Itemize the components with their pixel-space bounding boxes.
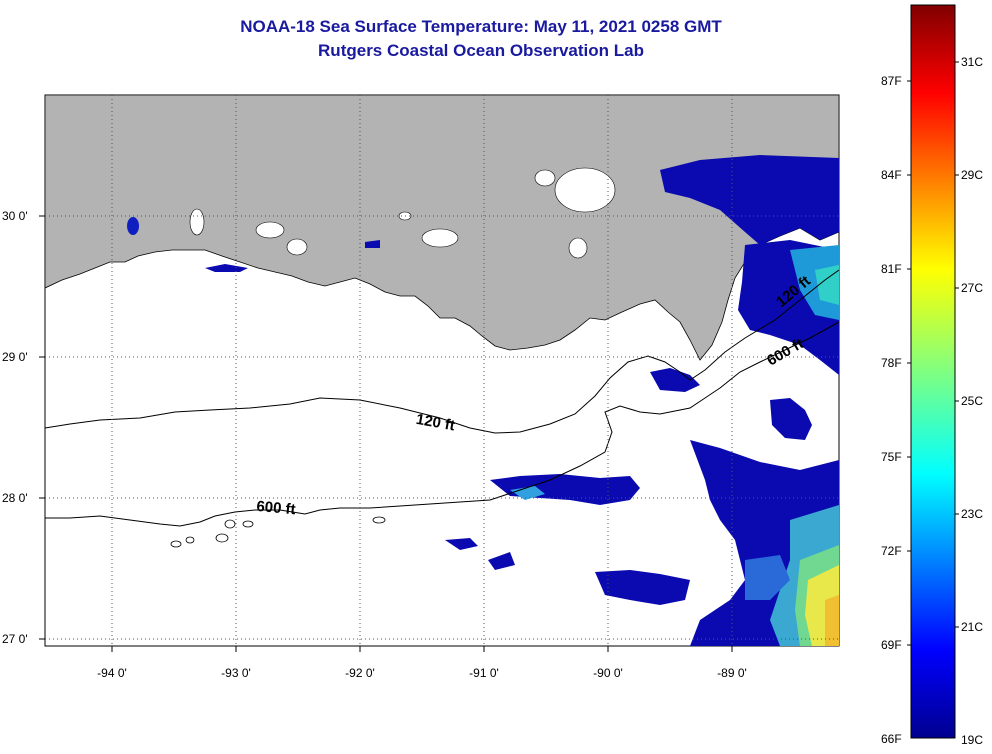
colorbar-c-label: 27C [961,281,983,295]
colorbar-c-label: 23C [961,507,983,521]
contour-label-600ft: 600 ft [256,498,297,518]
lat-label: 27 0' [2,632,28,646]
lon-label: -94 0' [97,666,127,680]
colorbar-f-label: 81F [881,262,902,276]
lon-label: -90 0' [593,666,623,680]
contour-120ft [45,269,839,434]
lake-small [286,238,308,256]
lat-label: 28 0' [2,491,28,505]
lat-label: 29 0' [2,350,28,364]
colorbar-ticks [907,61,959,646]
lake-salvador [568,237,588,259]
graticule [45,95,839,646]
colorbar-c-label: 19C [961,733,983,747]
colorbar-f-label: 78F [881,356,902,370]
colorbar [910,4,956,739]
colorbar-f-label: 69F [881,638,902,652]
contour-600ft [45,321,839,527]
colorbar-f-label: 75F [881,450,902,464]
lake-charles [255,221,285,239]
land-mass [45,95,839,361]
lake-pontchartrain [554,167,616,213]
map-subtitle: Rutgers Coastal Ocean Observation Lab [318,41,644,60]
colorbar-c-label: 25C [961,394,983,408]
lon-label: -93 0' [221,666,251,680]
lon-label: -89 0' [717,666,747,680]
axis-ticks [39,215,733,652]
colorbar-f-label: 72F [881,544,902,558]
lon-label: -91 0' [469,666,499,680]
lake-calcasieu [189,208,205,236]
lake-grand [421,228,459,248]
lon-label: -92 0' [345,666,375,680]
colorbar-c-label: 29C [961,168,983,182]
colorbar-c-label: 31C [961,55,983,69]
colorbar-f-label: 66F [881,732,902,746]
colorbar-f-label: 87F [881,74,902,88]
colorbar-c-label: 21C [961,620,983,634]
lake-maurepas [534,169,556,187]
sabine-lake [127,217,139,235]
lat-label: 30 0' [2,209,28,223]
sst-warm-patches [510,245,839,646]
map-title: NOAA-18 Sea Surface Temperature: May 11,… [240,17,722,36]
contour-islets [170,516,386,548]
colorbar-f-label: 84F [881,168,902,182]
contour-label-120ft: 120 ft [415,411,457,435]
